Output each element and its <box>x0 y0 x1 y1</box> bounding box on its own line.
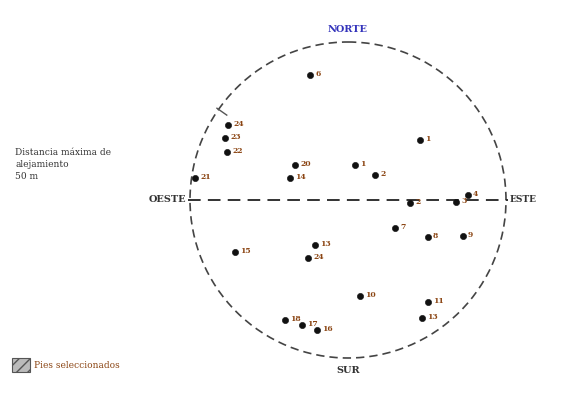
Text: 13: 13 <box>320 240 331 248</box>
Text: OESTE: OESTE <box>149 196 186 204</box>
Text: Distancia máxima de
alejamiento
50 m: Distancia máxima de alejamiento 50 m <box>15 148 111 181</box>
Text: 10: 10 <box>365 291 376 299</box>
Text: ESTE: ESTE <box>510 196 537 204</box>
Text: 20: 20 <box>300 160 310 168</box>
Text: 9: 9 <box>468 231 473 239</box>
Text: 3: 3 <box>461 197 467 205</box>
Text: 22: 22 <box>232 147 242 155</box>
Text: 16: 16 <box>322 325 332 333</box>
Text: 8: 8 <box>433 232 438 240</box>
Text: 18: 18 <box>290 315 301 323</box>
Text: 1: 1 <box>425 135 430 143</box>
Text: 24: 24 <box>233 120 244 128</box>
Text: 2: 2 <box>415 198 420 206</box>
Text: 2: 2 <box>380 170 385 178</box>
Text: 15: 15 <box>240 247 251 255</box>
Text: Pies seleccionados: Pies seleccionados <box>34 360 120 370</box>
Text: 4: 4 <box>473 190 479 198</box>
Text: NORTE: NORTE <box>328 25 368 34</box>
Text: 24: 24 <box>313 253 324 261</box>
Text: 6: 6 <box>315 70 320 78</box>
Text: SUR: SUR <box>336 366 360 375</box>
Text: 11: 11 <box>433 297 444 305</box>
Text: 7: 7 <box>400 223 406 231</box>
Bar <box>12 358 30 372</box>
Text: 17: 17 <box>307 320 318 328</box>
Text: 23: 23 <box>230 133 241 141</box>
Text: 13: 13 <box>427 313 438 321</box>
Text: 14: 14 <box>295 173 306 181</box>
Text: 21: 21 <box>200 173 211 181</box>
Text: 1: 1 <box>360 160 365 168</box>
